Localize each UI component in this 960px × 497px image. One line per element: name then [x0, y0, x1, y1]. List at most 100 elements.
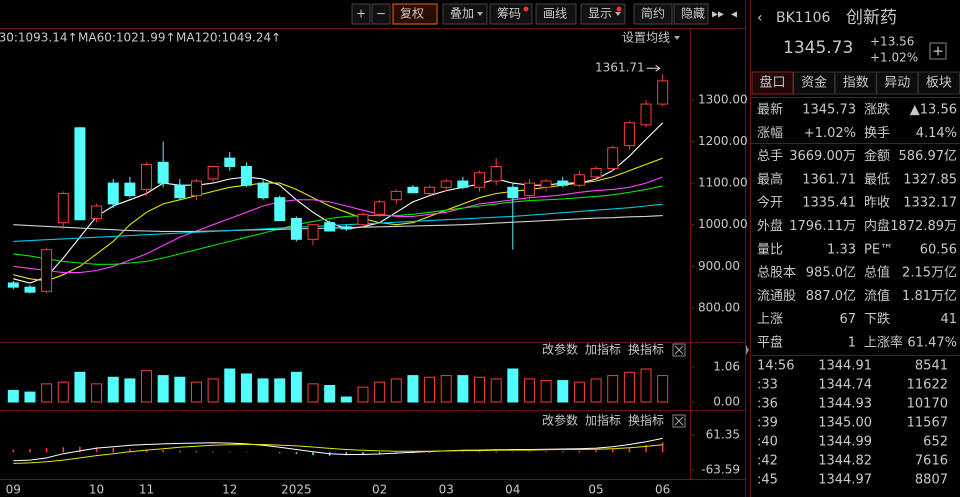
candle-body — [190, 180, 202, 197]
trade-price: 1344.74 — [818, 378, 872, 393]
alert-dot — [523, 6, 529, 12]
panel-tool[interactable]: 换指标 — [628, 342, 664, 357]
candle-body — [357, 213, 369, 226]
stat-label: 外盘 — [757, 218, 783, 234]
panel-tool[interactable]: 换指标 — [628, 413, 664, 428]
candle-body — [507, 186, 519, 199]
candle-body — [7, 282, 19, 288]
stat-label: 下跌 — [864, 311, 890, 327]
tab-label[interactable]: 指数 — [843, 76, 869, 91]
candle-body — [91, 205, 103, 219]
panel-tool[interactable]: 改参数 — [542, 342, 578, 357]
toolbar-button[interactable] — [580, 3, 626, 25]
x-tick-label: 02 — [372, 483, 387, 497]
quote-name: 创新药 — [846, 8, 897, 28]
toolbar-arrows[interactable]: ▸▸ — [712, 7, 724, 21]
stat-label: 最高 — [757, 171, 783, 187]
candle-body — [573, 174, 585, 186]
toolbar-label[interactable]: 简约 — [641, 6, 665, 21]
toolbar-button[interactable] — [392, 3, 438, 25]
stat-label: 最低 — [864, 172, 890, 187]
add-button[interactable] — [929, 42, 947, 60]
panel-close-x — [674, 345, 684, 355]
toolbar-label[interactable]: 叠加 — [450, 7, 474, 21]
volume-bar — [640, 368, 652, 403]
toolbar-label[interactable]: 画线 — [543, 7, 567, 21]
toolbar-label[interactable]: 筹码 — [497, 7, 521, 21]
toolbar-button[interactable] — [351, 3, 371, 25]
ma-line — [13, 185, 663, 265]
y-tick-label: 1300.00 — [698, 92, 748, 106]
panel-tool[interactable]: 改参数 — [542, 413, 578, 428]
add-label[interactable]: + — [932, 44, 944, 60]
x-tick-label: 09 — [6, 483, 21, 497]
y-tick-label: 1000.00 — [698, 217, 748, 231]
trade-price: 1344.97 — [818, 473, 872, 488]
legend-entry: MA120:1049.24↑ — [176, 31, 281, 45]
volume-bar — [41, 383, 53, 403]
tab[interactable] — [876, 71, 919, 95]
collapse-handle[interactable] — [746, 345, 749, 355]
panel-close-x — [674, 416, 684, 426]
tab[interactable] — [751, 71, 794, 95]
quote-pct: +1.02% — [870, 51, 918, 65]
toolbar-label[interactable]: + — [356, 7, 366, 21]
toolbar-button[interactable] — [633, 3, 673, 25]
toolbar-button[interactable] — [673, 3, 709, 25]
candle-body — [623, 122, 635, 147]
candle-body — [157, 161, 169, 184]
toolbar-back[interactable]: ◂ — [731, 7, 737, 21]
toolbar-label[interactable]: 复权 — [400, 7, 424, 21]
candle-body — [640, 103, 652, 126]
volume-bar — [24, 391, 36, 403]
panel-tool[interactable]: 加指标 — [585, 342, 621, 357]
volume-bar — [240, 373, 252, 403]
volume-bar — [257, 378, 269, 403]
toolbar-label[interactable]: − — [376, 7, 386, 21]
tab-label[interactable]: 盘口 — [759, 75, 785, 91]
volume-bar — [623, 371, 635, 403]
tab[interactable] — [793, 71, 836, 95]
trade-volume: 11567 — [907, 416, 948, 431]
volume-bar — [390, 378, 402, 403]
tab[interactable] — [917, 71, 960, 95]
candle-body — [324, 222, 336, 232]
panel-tool[interactable]: 加指标 — [585, 413, 621, 428]
volume-bar — [540, 380, 552, 403]
toolbar-button[interactable] — [489, 3, 533, 25]
toolbar-button[interactable] — [535, 3, 577, 25]
stat-value: 3669.00万 — [789, 149, 856, 164]
toolbar-button[interactable] — [442, 3, 488, 25]
stat-value: 41 — [940, 312, 957, 327]
volume-bar — [607, 375, 619, 403]
stat-label: 总值 — [864, 265, 890, 281]
y-tick-label: 61.35 — [706, 428, 740, 442]
volume-bar — [307, 383, 319, 403]
candle-body — [107, 182, 119, 205]
ma-settings[interactable]: 设置均线 — [622, 31, 670, 45]
tab-label[interactable]: 板块 — [926, 76, 952, 91]
trade-volume: 11622 — [907, 378, 948, 393]
stat-label: 总股本 — [757, 266, 796, 281]
toolbar-label[interactable]: 显示 — [588, 7, 612, 21]
volume-bar — [174, 376, 186, 403]
candle-body — [257, 182, 269, 199]
stat-value: 1.33 — [827, 242, 856, 257]
panel-close[interactable] — [672, 414, 686, 428]
volume-bar — [224, 368, 236, 403]
tab-label[interactable]: 异动 — [884, 76, 910, 91]
volume-bar — [74, 371, 86, 403]
back-arrow[interactable]: ‹ — [757, 10, 763, 26]
toolbar-label[interactable]: 隐藏 — [681, 7, 705, 21]
candle-body — [374, 201, 386, 215]
quote-code: BK1106 — [776, 10, 831, 26]
tab-label[interactable]: 资金 — [801, 75, 827, 91]
x-tick-label: 05 — [588, 483, 603, 497]
trade-volume: 8541 — [915, 359, 948, 374]
tab[interactable] — [834, 71, 877, 95]
panel-close[interactable] — [672, 343, 686, 357]
toolbar-button[interactable] — [371, 3, 391, 25]
volume-bar — [590, 378, 602, 403]
